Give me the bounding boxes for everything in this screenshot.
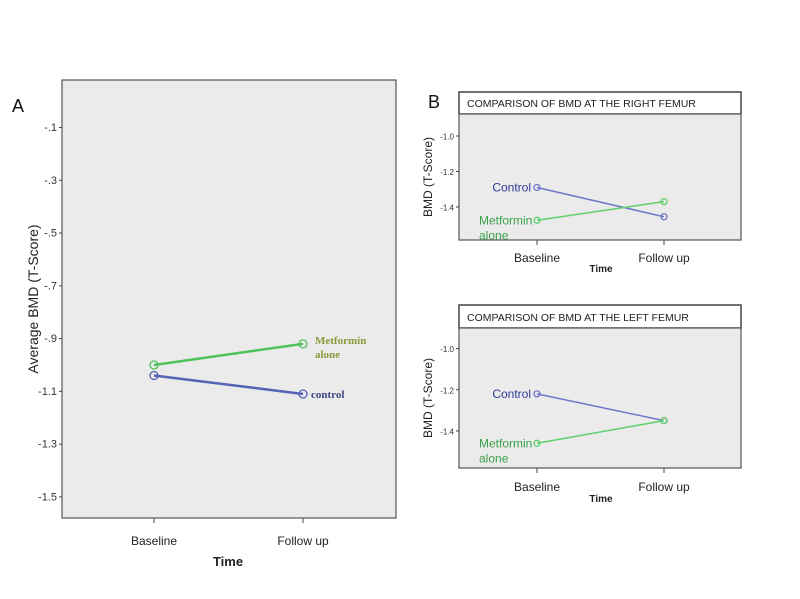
series-line-control — [536, 186, 665, 218]
y-axis-label: BMD (T-Score) — [421, 358, 435, 438]
data-point — [149, 370, 159, 381]
y-tick-label: -1.4 — [440, 427, 454, 436]
x-tick-label: Follow up — [277, 534, 329, 548]
series-line-metformin-alone — [536, 419, 665, 445]
plot-area — [458, 327, 742, 469]
series-line-metformin-alone — [153, 342, 304, 367]
data-point — [660, 198, 668, 206]
series-line-control — [536, 393, 665, 422]
series-label: alone — [315, 349, 340, 361]
y-tick-label: -1.2 — [440, 386, 454, 395]
y-tick-label: -1.3 — [38, 439, 57, 451]
data-point — [533, 439, 541, 447]
data-point — [298, 339, 308, 349]
series-label: alone — [479, 228, 509, 242]
series-label: Metformin — [315, 335, 366, 347]
y-tick-label: -.1 — [44, 122, 57, 134]
y-tick-label: -1.5 — [38, 491, 57, 503]
data-point — [533, 216, 541, 224]
series-label: control — [311, 389, 344, 401]
data-point — [149, 360, 159, 370]
y-tick-label: -.5 — [44, 228, 57, 240]
y-tick-label: -1.0 — [440, 133, 454, 142]
data-point — [298, 389, 308, 399]
series-label: Control — [492, 180, 531, 194]
x-axis-label: Time — [213, 554, 243, 569]
series-line-metformin-alone — [536, 200, 665, 222]
x-axis-label: Time — [589, 264, 613, 275]
data-point — [533, 390, 541, 398]
series-line-control — [153, 374, 304, 396]
series-label: Metformin — [479, 436, 532, 450]
y-tick-label: -.9 — [44, 333, 57, 345]
y-axis-label: Average BMD (T-Score) — [25, 224, 41, 373]
x-tick-label: Follow up — [638, 480, 690, 494]
y-tick-label: -.3 — [44, 175, 57, 187]
series-label: Control — [492, 387, 531, 401]
x-tick-label: Baseline — [514, 480, 560, 494]
y-axis-label: BMD (T-Score) — [421, 137, 435, 217]
data-point — [533, 183, 541, 192]
plot-area — [61, 79, 397, 519]
x-axis-label: Time — [589, 494, 613, 505]
data-point — [660, 213, 668, 221]
y-tick-label: -1.4 — [440, 203, 454, 212]
x-tick-label: Follow up — [638, 251, 690, 265]
series-label: alone — [479, 451, 509, 465]
panel-label: B — [428, 92, 440, 112]
x-tick-label: Baseline — [514, 251, 560, 265]
panel-label: A — [12, 96, 24, 116]
series-label: Metformin — [479, 213, 532, 227]
y-tick-label: -1.2 — [440, 168, 454, 177]
plot-area — [458, 113, 742, 241]
x-tick-label: Baseline — [131, 534, 177, 548]
y-tick-label: -.7 — [44, 280, 57, 292]
y-tick-label: -1.1 — [38, 386, 57, 398]
chart-title: COMPARISON OF BMD AT THE LEFT FEMUR — [467, 312, 689, 324]
y-tick-label: -1.0 — [440, 345, 454, 354]
chart-title: COMPARISON OF BMD AT THE RIGHT FEMUR — [467, 98, 696, 110]
data-point — [660, 416, 668, 425]
